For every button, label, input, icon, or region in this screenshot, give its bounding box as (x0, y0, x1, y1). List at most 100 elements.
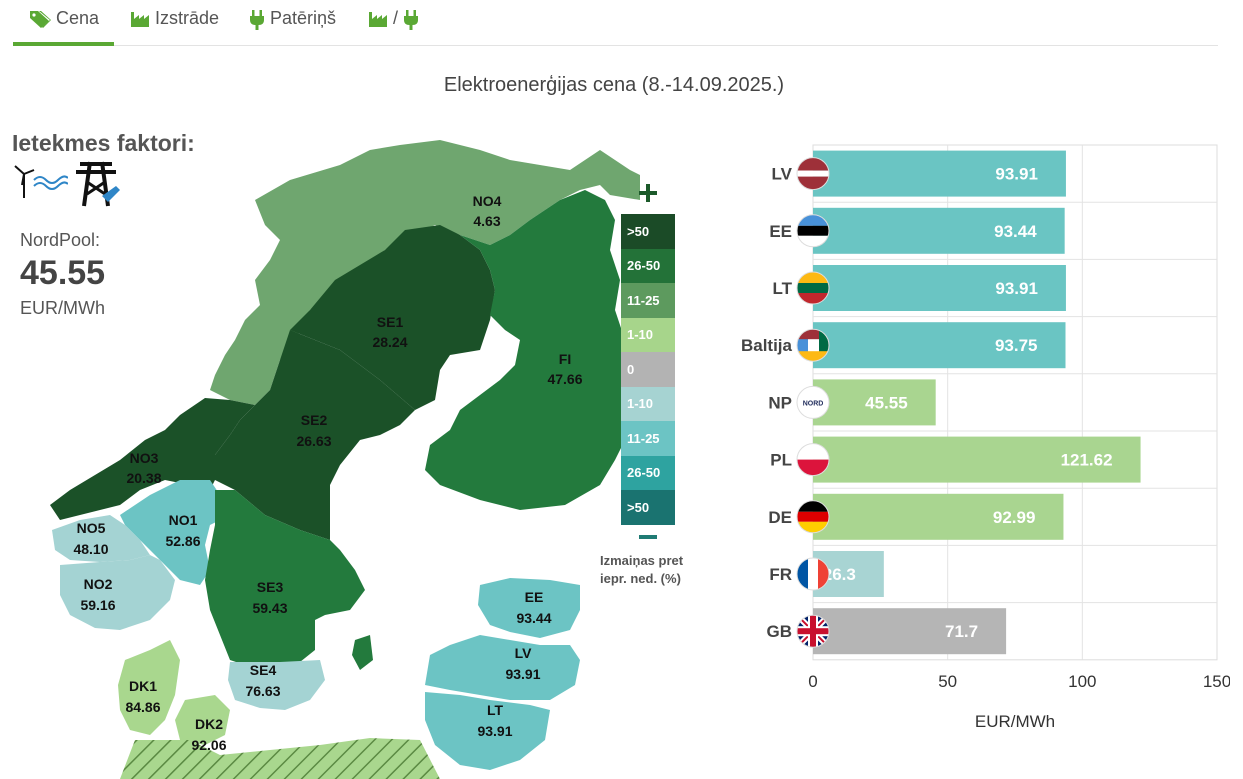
tab-label: Izstrāde (155, 8, 220, 28)
region-code: NO3 (130, 450, 159, 466)
price-bar-chart: 0 50 100 150 EUR/MWh 93.91 LV 93.44 EE 93.91 LT 93.… (741, 144, 1230, 731)
region-code: SE2 (301, 412, 328, 428)
bar (813, 322, 1066, 369)
latvia-flag-icon (796, 157, 830, 191)
region-code: NO5 (77, 520, 106, 536)
region-value: 93.91 (477, 723, 512, 739)
tab-bar: Cena Izstrāde Patēriņš / (13, 0, 1218, 46)
category-label: DE (768, 508, 792, 527)
region-NO2[interactable] (60, 555, 175, 630)
region-value: 20.38 (126, 470, 161, 486)
region-DK1[interactable] (118, 640, 180, 735)
bar (813, 265, 1066, 311)
bar (813, 493, 1064, 540)
x-tick-label: 50 (938, 672, 957, 691)
legend-cell: 0 (621, 352, 675, 387)
region-value: 93.44 (516, 610, 551, 626)
region-SE2[interactable] (215, 330, 415, 540)
bar (813, 379, 936, 426)
region-code: FI (559, 351, 571, 367)
bar (813, 608, 1007, 655)
estonia-flag-icon (796, 214, 830, 248)
legend-cell: >50 (621, 214, 675, 249)
baltic-flags-icon (796, 328, 830, 362)
factors-title: Ietekmes faktori: (12, 130, 195, 156)
legend-cell: 11-25 (621, 283, 675, 318)
nordpool-unit: EUR/MWh (20, 298, 105, 318)
plug-icon (249, 10, 265, 35)
region-value: 76.63 (245, 683, 280, 699)
region-LT[interactable] (425, 692, 550, 770)
nordpool-price: 45.55 (20, 254, 106, 292)
x-axis-label: EUR/MWh (975, 712, 1055, 731)
region-NO3[interactable] (50, 398, 255, 520)
plus-icon (639, 184, 657, 202)
category-label: PL (770, 451, 792, 470)
region-hatched-continent (120, 738, 440, 779)
region-code: DK2 (195, 716, 223, 732)
bar-value-label: 71.7 (945, 622, 978, 641)
region-LV[interactable] (425, 635, 580, 700)
region-value: 28.24 (372, 334, 407, 350)
bar-value-label: 26.3 (823, 565, 856, 584)
x-tick-label: 150 (1203, 672, 1230, 691)
category-label: LV (772, 165, 793, 184)
region-NO5[interactable] (52, 515, 150, 562)
legend-cell: 26-50 (621, 248, 675, 283)
category-label: NP (768, 393, 792, 412)
region-SE1[interactable] (290, 225, 495, 410)
tab-label: Cena (56, 8, 100, 28)
region-value: 4.63 (473, 213, 500, 229)
nordic-baltic-price-map: NO4 4.63 SE1 28.24 FI 47.66 SE2 26.63 NO… (50, 140, 640, 779)
region-code: 47.66 (547, 371, 582, 387)
bar-value-label: 45.55 (865, 393, 908, 412)
legend-cell: 26-50 (621, 455, 675, 490)
germany-flag-icon (796, 500, 830, 534)
bar-value-label: 93.91 (995, 279, 1038, 298)
category-label: LT (772, 279, 792, 298)
region-value: 59.43 (252, 600, 287, 616)
region-SE4[interactable] (228, 660, 325, 710)
region-code: LV (515, 645, 533, 661)
bar (813, 150, 1066, 197)
nordpool-label: NordPool: (20, 230, 101, 250)
region-SE3[interactable] (205, 490, 365, 665)
legend-cell: 11-25 (621, 421, 675, 456)
category-label: GB (767, 622, 793, 641)
region-DK2[interactable] (175, 695, 230, 745)
bar (813, 207, 1065, 254)
category-label: Baltija (741, 336, 793, 355)
tab-label: / (393, 8, 399, 28)
plug-icon (403, 10, 419, 35)
legend-cell: 1-10 (621, 386, 675, 421)
region-code: NO2 (84, 576, 113, 592)
legend-caption: Izmaiņas pret iepr. ned. (%) (600, 553, 684, 586)
region-NO1[interactable] (120, 480, 230, 585)
tab-paterins[interactable]: Patēriņš (249, 8, 336, 46)
minus-icon (639, 535, 657, 539)
region-FI[interactable] (425, 190, 630, 510)
region-code: SE4 (250, 662, 277, 678)
region-value: 52.86 (165, 533, 200, 549)
bar (813, 436, 1141, 483)
region-value: 93.91 (505, 666, 540, 682)
lithuania-flag-icon (796, 271, 830, 305)
region-EE[interactable] (478, 578, 580, 638)
uk-flag-icon (796, 614, 830, 648)
tab-izstrade[interactable]: Izstrāde (130, 8, 219, 46)
region-value: 92.06 (191, 737, 226, 753)
region-code: NO1 (169, 512, 198, 528)
factor-icons (12, 158, 122, 213)
factory-icon (130, 10, 150, 33)
page-title: Elektroenerģijas cena (8.-14.09.2025.) (443, 74, 785, 96)
tab-production-consumption[interactable]: / (368, 8, 419, 46)
region-value: 26.63 (296, 433, 331, 449)
bar-value-label: 93.91 (995, 165, 1038, 184)
category-label: EE (769, 222, 792, 241)
factory-icon (368, 10, 388, 33)
region-NO4[interactable] (210, 140, 640, 405)
legend-cell: 1-10 (621, 317, 675, 352)
tab-cena[interactable]: Cena (13, 8, 114, 46)
region-value: 48.10 (73, 541, 108, 557)
region-value: 84.86 (125, 699, 160, 715)
